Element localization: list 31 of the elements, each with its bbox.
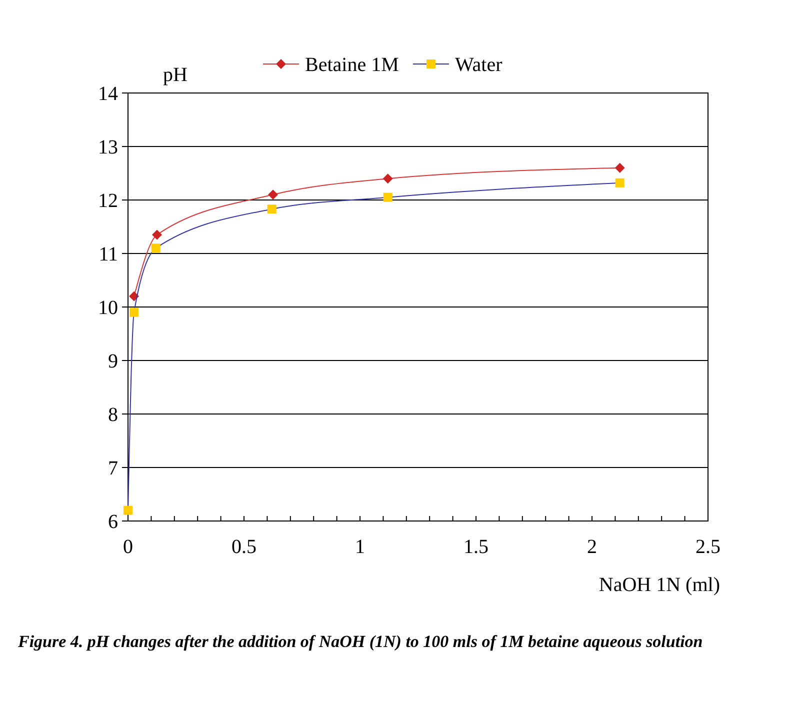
legend-label: Water (455, 54, 503, 76)
y-tick-label: 11 (98, 244, 118, 266)
x-tick-label: 2 (587, 536, 597, 558)
y-tick-label: 10 (98, 297, 118, 319)
point (268, 190, 278, 200)
y-tick-label: 8 (108, 404, 118, 426)
point (383, 192, 392, 202)
point (382, 174, 393, 184)
point (615, 178, 624, 188)
point (614, 162, 625, 173)
x-tick-label: 1.5 (464, 536, 488, 558)
y-tick-label: 9 (108, 350, 118, 372)
point (130, 308, 139, 317)
y-tick-label: 7 (108, 458, 118, 480)
y-axis-title: pH (163, 64, 188, 86)
x-tick-label: 1 (355, 536, 365, 558)
point (129, 291, 140, 302)
point (267, 204, 276, 214)
x-tick-label: 2.5 (696, 536, 720, 558)
y-tick-label: 13 (98, 136, 118, 158)
legend-label: Betaine 1M (305, 54, 400, 76)
x-tick-label: 0.5 (232, 536, 256, 558)
y-tick-label: 14 (98, 83, 118, 105)
x-tick-label: 0 (123, 536, 133, 558)
y-tick-label: 12 (98, 190, 118, 212)
caption: Figure 4. pH changes after the addition of NaOH (1N) to 100 mls of 1M betaine aqueous solution (18, 631, 704, 653)
y-tick-label: 6 (108, 511, 118, 533)
x-axis-title: NaOH 1N (ml) (598, 574, 720, 596)
point (152, 230, 162, 240)
point (151, 244, 160, 253)
point (124, 506, 132, 515)
